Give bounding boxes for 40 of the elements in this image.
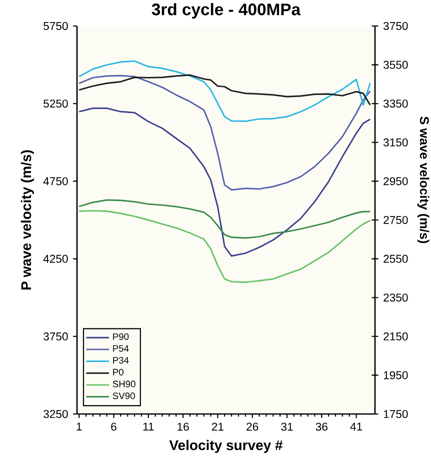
y-tick-label: 3250 [44, 410, 68, 418]
x-axis-title: Velocity survey # [169, 440, 283, 453]
x-tick-label: 36 [316, 422, 328, 431]
legend-label: P54 [113, 345, 129, 352]
y2-tick-label: 2150 [384, 332, 408, 340]
legend-label: P0 [113, 368, 124, 376]
x-tick-label: 41 [350, 422, 362, 431]
x-tick-label: 11 [143, 422, 154, 431]
y-axis-title: P wave velocity (m/s) [20, 150, 34, 290]
line-series [78, 60, 371, 122]
line-series [78, 74, 371, 106]
line-series [78, 74, 371, 191]
y2-tick-label: 3550 [383, 60, 408, 69]
x-tick-label: 16 [178, 422, 189, 431]
y2-tick-label: 3750 [383, 22, 408, 30]
y2-tick-label: 2750 [384, 216, 408, 224]
y2-tick-label: 1750 [384, 410, 408, 418]
y2-tick-label: 3150 [383, 138, 408, 146]
y2-tick-label: 2950 [384, 177, 408, 186]
x-tick-label: 1 [76, 422, 82, 431]
legend-label: SH90 [112, 380, 136, 388]
x-tick-label: 31 [281, 422, 293, 431]
legend-label: P90 [113, 333, 129, 340]
y2-tick-label: 2550 [384, 254, 408, 263]
y-tick-label: 3750 [44, 332, 68, 340]
y-tick-label: 4750 [43, 177, 68, 186]
x-tick-label: 26 [246, 422, 258, 431]
y-tick-label: 5250 [44, 100, 68, 108]
x-tick-label: 21 [212, 422, 224, 431]
x-tick-label: 6 [111, 422, 116, 431]
y2-tick-label: 3350 [383, 100, 408, 108]
y-tick-label: 4250 [43, 254, 68, 263]
line-series [78, 108, 371, 257]
y2-tick-label: 1950 [384, 371, 408, 380]
y-tick-label: 5750 [44, 22, 68, 30]
legend-label: P34 [113, 356, 129, 364]
chart-title: 3rd cycle - 400MPa [152, 3, 301, 19]
y2-axis-title: S wave velocity (m/s) [417, 116, 430, 244]
legend-label: SV90 [112, 392, 135, 400]
y2-tick-label: 2350 [384, 294, 408, 302]
